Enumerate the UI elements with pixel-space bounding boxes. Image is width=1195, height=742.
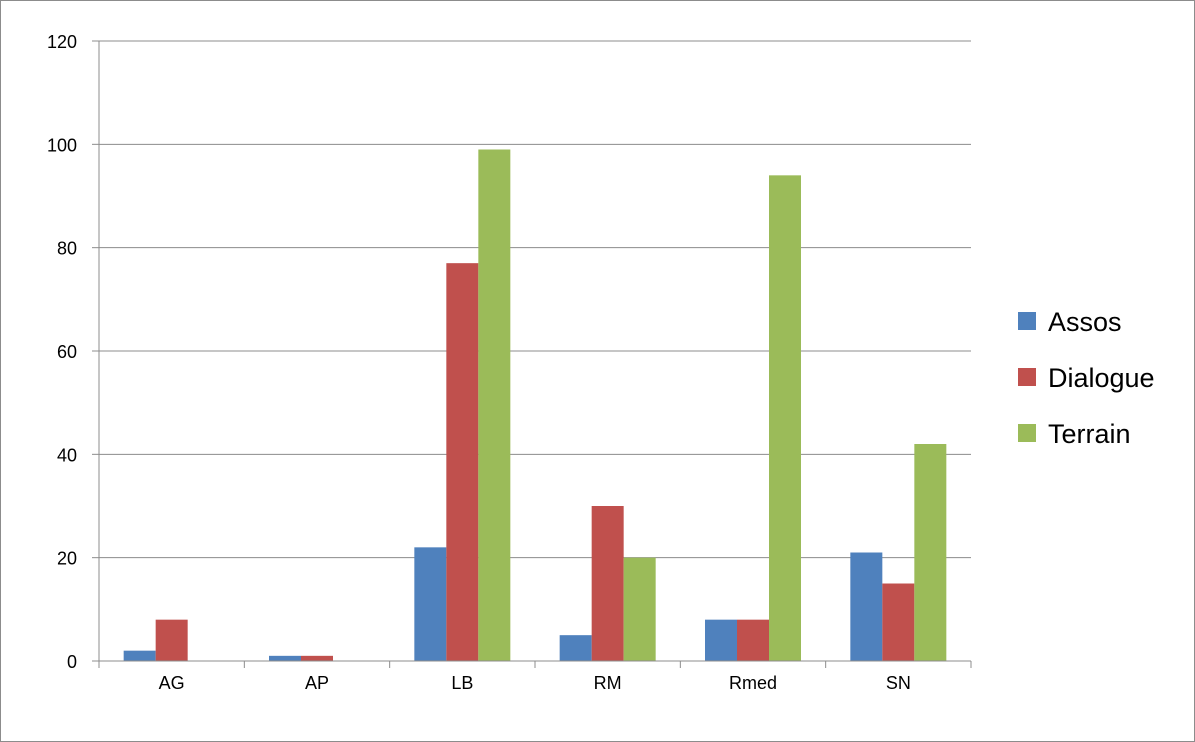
bar-assos-sn	[850, 552, 883, 661]
legend: Assos Dialogue Terrain	[1018, 307, 1155, 449]
bar-terrain-sn	[914, 444, 947, 661]
legend-label-terrain: Terrain	[1048, 419, 1131, 449]
y-tick-label: 20	[57, 549, 77, 569]
x-tick-label: SN	[886, 673, 911, 693]
x-tick-label: AG	[159, 673, 185, 693]
y-tick-label: 60	[57, 342, 77, 362]
x-tick-label: AP	[305, 673, 329, 693]
grid-lines	[92, 40, 972, 668]
y-tick-label: 100	[47, 135, 77, 155]
y-tick-label: 120	[47, 32, 77, 52]
bar-assos-lb	[414, 547, 447, 661]
legend-swatch-assos	[1018, 312, 1036, 330]
x-tick-label: Rmed	[729, 673, 777, 693]
bar-terrain-rmed	[769, 175, 801, 662]
y-tick-label: 40	[57, 445, 77, 465]
bar-dialogue-ap	[301, 655, 333, 661]
x-tick-label: LB	[451, 673, 473, 693]
axes	[98, 41, 971, 662]
x-tick-labels: AG AP LB RM Rmed SN	[159, 673, 911, 693]
bar-dialogue-sn	[882, 583, 915, 661]
x-tick-label: RM	[594, 673, 622, 693]
bar-dialogue-rm	[591, 506, 624, 661]
legend-swatch-terrain	[1018, 424, 1036, 442]
y-tick-labels: 0 20 40 60 80 100 120	[47, 32, 77, 672]
bar-dialogue-lb	[446, 263, 479, 661]
bar-terrain-lb	[478, 149, 511, 661]
legend-label-dialogue: Dialogue	[1048, 363, 1155, 393]
legend-swatch-dialogue	[1018, 368, 1036, 386]
bar-dialogue-rmed	[737, 619, 769, 661]
y-tick-label: 0	[67, 652, 77, 672]
bar-assos-ap	[269, 655, 301, 661]
bar-assos-rm	[559, 635, 592, 661]
bar-terrain-rm	[623, 557, 656, 661]
bar-assos-ag	[123, 650, 156, 661]
legend-label-assos: Assos	[1048, 307, 1122, 337]
bars	[123, 149, 947, 662]
y-tick-label: 80	[57, 239, 77, 259]
bar-dialogue-ag	[155, 619, 188, 661]
bar-assos-rmed	[705, 619, 737, 661]
